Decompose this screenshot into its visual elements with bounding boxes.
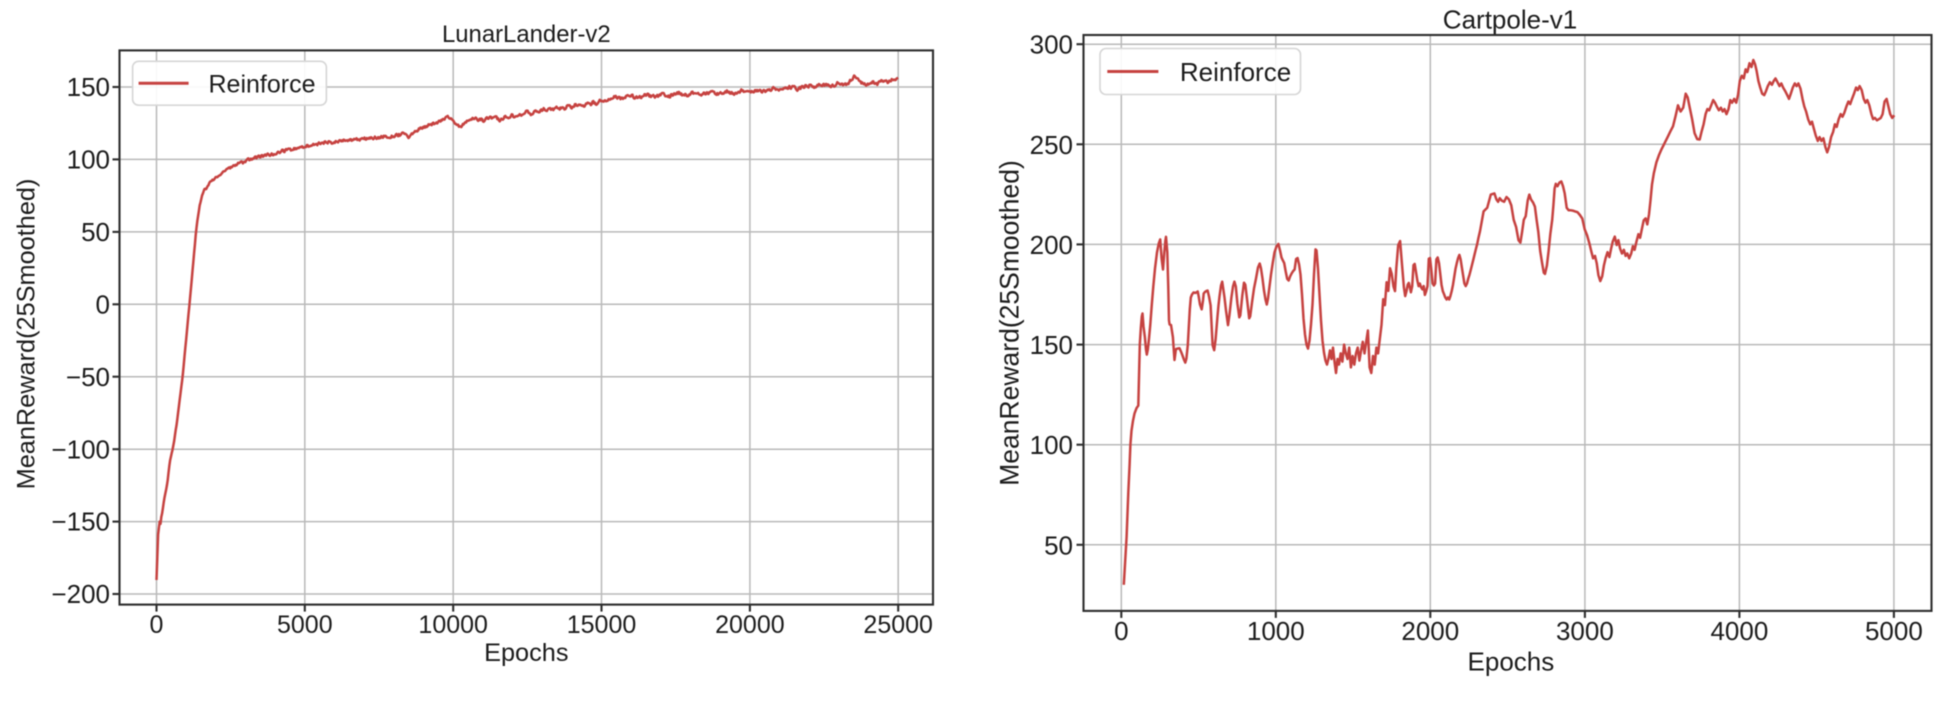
svg-text:50: 50: [81, 217, 110, 247]
svg-text:15000: 15000: [567, 611, 637, 639]
svg-text:LunarLander-v2: LunarLander-v2: [442, 21, 611, 48]
svg-text:50: 50: [1044, 530, 1073, 560]
svg-text:25000: 25000: [863, 611, 933, 639]
svg-text:200: 200: [1030, 230, 1073, 260]
svg-text:0: 0: [150, 611, 164, 639]
svg-text:Reinforce: Reinforce: [1180, 57, 1291, 87]
svg-text:150: 150: [1030, 330, 1073, 360]
svg-text:−200: −200: [51, 579, 110, 609]
svg-text:20000: 20000: [715, 611, 785, 639]
svg-text:100: 100: [67, 145, 110, 175]
svg-text:3000: 3000: [1556, 616, 1614, 646]
svg-text:Epochs: Epochs: [1468, 646, 1555, 676]
svg-text:−50: −50: [66, 362, 110, 392]
svg-text:150: 150: [67, 72, 110, 102]
svg-text:Reinforce: Reinforce: [209, 70, 316, 98]
svg-text:Epochs: Epochs: [484, 639, 568, 667]
svg-text:Cartpole-v1: Cartpole-v1: [1443, 5, 1577, 35]
svg-text:250: 250: [1030, 130, 1073, 160]
svg-text:4000: 4000: [1710, 616, 1768, 646]
svg-text:0: 0: [1114, 616, 1128, 646]
svg-text:1000: 1000: [1247, 616, 1305, 646]
svg-text:5000: 5000: [277, 611, 333, 639]
svg-text:100: 100: [1030, 430, 1073, 460]
svg-text:MeanReward(25Smoothed): MeanReward(25Smoothed): [13, 179, 41, 490]
svg-text:MeanReward(25Smoothed): MeanReward(25Smoothed): [995, 160, 1025, 486]
svg-text:5000: 5000: [1865, 616, 1923, 646]
svg-text:−150: −150: [51, 507, 110, 537]
svg-text:0: 0: [96, 289, 110, 319]
svg-text:2000: 2000: [1401, 616, 1459, 646]
svg-text:300: 300: [1030, 30, 1073, 60]
svg-text:−100: −100: [51, 434, 110, 464]
svg-text:10000: 10000: [418, 611, 488, 639]
